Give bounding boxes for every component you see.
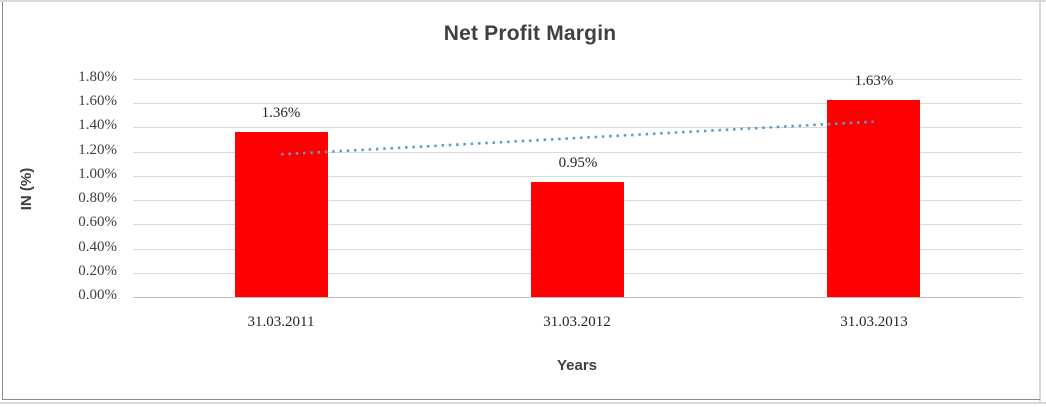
x-axis-line — [133, 297, 1022, 298]
y-tick-label: 0.20% — [78, 263, 117, 279]
frame-border-shadow — [0, 402, 1046, 404]
frame-border-bottom — [2, 399, 1040, 400]
y-tick-label: 1.80% — [78, 69, 117, 85]
y-tick-label: 0.80% — [78, 190, 117, 206]
y-tick-label: 1.00% — [78, 166, 117, 182]
y-tick-label: 0.60% — [78, 214, 117, 230]
y-tick-label: 0.40% — [78, 239, 117, 255]
data-label: 0.95% — [558, 155, 598, 171]
y-tick-label: 1.20% — [78, 142, 117, 158]
y-tick-label: 1.40% — [78, 117, 117, 133]
chart-title: Net Profit Margin — [443, 22, 617, 45]
frame-border-left — [2, 2, 3, 400]
data-label: 1.36% — [261, 105, 301, 121]
data-label: 1.63% — [854, 73, 894, 89]
x-axis-title: Years — [556, 357, 598, 374]
bar-31.03.2013[interactable] — [827, 100, 920, 297]
gridline — [133, 103, 1022, 104]
gridline — [133, 79, 1022, 80]
frame-border-right — [1039, 0, 1041, 404]
x-tick-label: 31.03.2012 — [543, 314, 611, 330]
bar-31.03.2011[interactable] — [235, 132, 328, 297]
gridline — [133, 176, 1022, 177]
x-tick-label: 31.03.2013 — [840, 314, 908, 330]
frame-border-top — [0, 0, 1046, 2]
y-tick-label: 1.60% — [78, 93, 117, 109]
x-tick-label: 31.03.2011 — [247, 314, 315, 330]
y-tick-label: 0.00% — [78, 287, 117, 303]
bar-31.03.2012[interactable] — [531, 182, 624, 297]
